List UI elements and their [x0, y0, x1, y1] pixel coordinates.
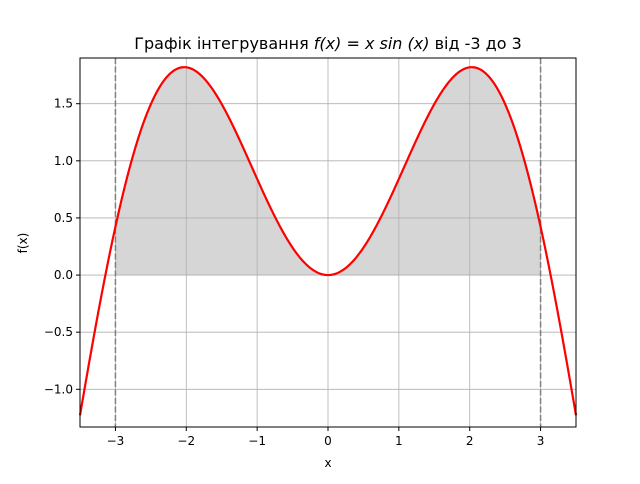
y-axis-ticks: −1.0 −0.5 0.0 0.5 1.0 1.5 — [44, 97, 80, 396]
series-layer — [78, 66, 578, 416]
x-tick-label-3: 0 — [324, 434, 332, 448]
x-tick-label-2: −1 — [248, 434, 266, 448]
y-axis-label: f(x) — [16, 233, 30, 254]
y-tick-label-0: −1.0 — [44, 382, 73, 396]
bound-lines — [114, 58, 542, 427]
y-tick-label-2: 0.0 — [54, 268, 73, 282]
x-tick-label-5: 2 — [466, 434, 474, 448]
chart-title-prefix: Графік інтегрування — [134, 34, 314, 53]
chart-title: Графік інтегрування f(x) = x sin (x) від… — [134, 34, 522, 53]
x-axis-label: x — [324, 456, 331, 470]
y-tick-label-3: 0.5 — [54, 211, 73, 225]
chart-title-math: f(x) = x sin (x) — [314, 34, 430, 53]
shaded-area-layer — [115, 67, 541, 276]
series-line-0 — [78, 66, 578, 416]
plot-area — [78, 57, 578, 428]
chart-title-suffix: від -3 до 3 — [429, 34, 521, 53]
x-tick-label-4: 1 — [395, 434, 403, 448]
y-tick-label-1: −0.5 — [44, 325, 73, 339]
x-tick-label-6: 3 — [537, 434, 545, 448]
shaded-area — [115, 67, 541, 276]
x-tick-label-1: −2 — [177, 434, 195, 448]
x-tick-label-0: −3 — [107, 434, 125, 448]
y-tick-label-4: 1.0 — [54, 154, 73, 168]
x-axis-ticks: −3 −2 −1 0 1 2 3 — [107, 427, 545, 448]
y-tick-label-5: 1.5 — [54, 97, 73, 111]
